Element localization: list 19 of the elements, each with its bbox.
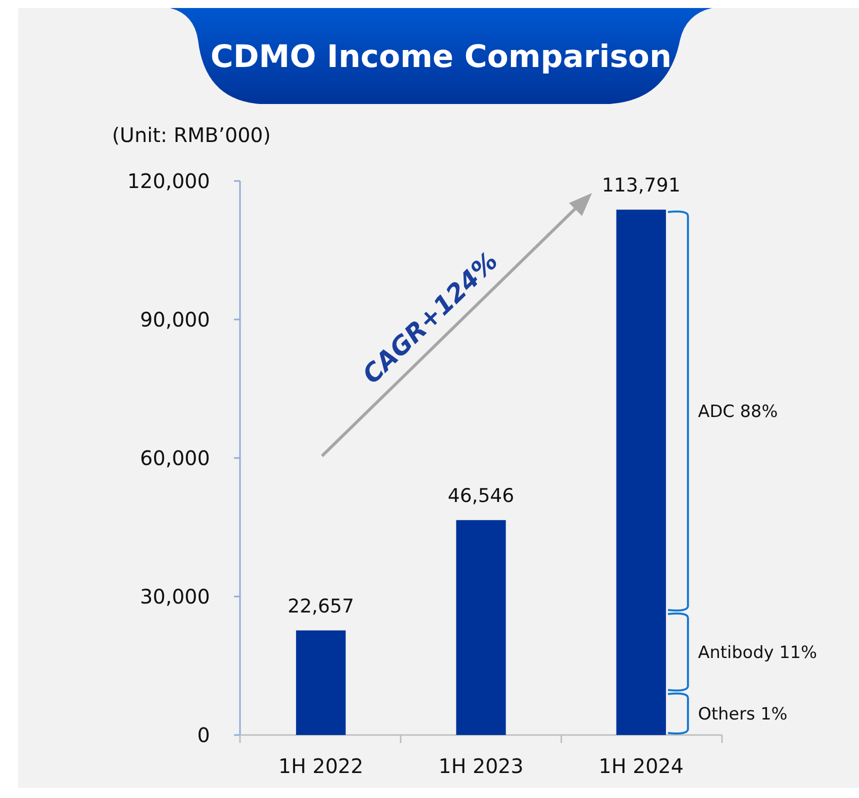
y-tick-label: 0	[197, 723, 210, 747]
x-tick-label: 1H 2024	[598, 754, 684, 778]
y-tick-label: 30,000	[140, 584, 210, 608]
bar	[616, 210, 666, 735]
annotation: Others 1%	[698, 704, 788, 724]
y-tick-label: 120,000	[127, 169, 210, 193]
annotation: ADC 88%	[698, 402, 778, 422]
data-label: 22,657	[288, 595, 354, 618]
data-label: 46,546	[448, 485, 514, 508]
annotation: Antibody 11%	[698, 642, 817, 663]
y-tick-label: 60,000	[140, 446, 210, 470]
y-axis-title: (Unit: RMB’000)	[112, 123, 271, 147]
chart-title: CDMO Income Comparison	[210, 39, 672, 75]
y-tick-label: 90,000	[140, 308, 210, 332]
bar	[296, 630, 346, 735]
data-label: 113,791	[602, 174, 680, 197]
bar	[456, 520, 506, 735]
x-tick-label: 1H 2022	[278, 754, 364, 778]
x-tick-label: 1H 2023	[438, 754, 524, 778]
